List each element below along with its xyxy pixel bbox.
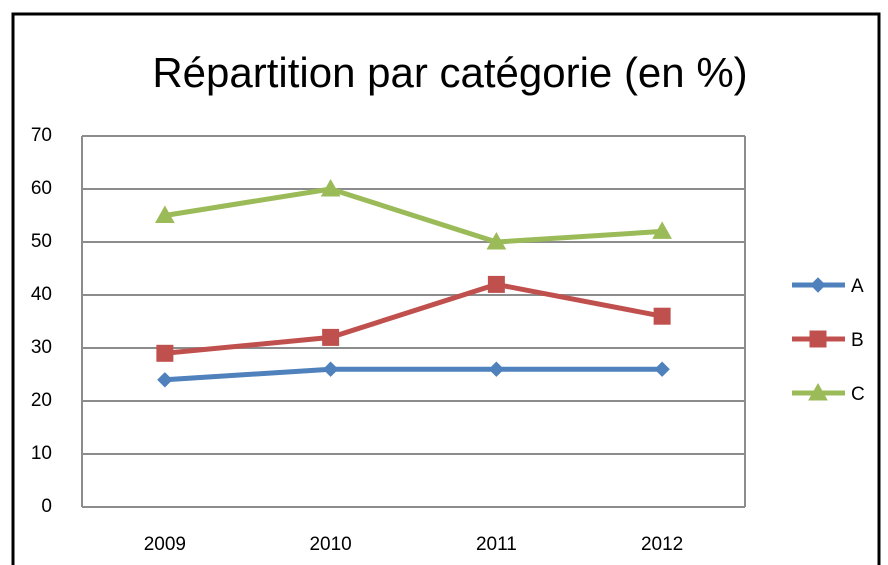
data-point [157,372,173,388]
legend-marker [809,330,827,348]
data-point [156,344,174,362]
x-tick-label: 2009 [144,534,186,555]
chart-frame [11,12,881,565]
y-tick-label: 10 [31,443,52,464]
data-point [488,361,505,377]
legend-label: C [851,384,865,405]
data-point [652,221,672,239]
y-tick-label: 70 [31,125,52,146]
legend-marker [810,277,826,293]
data-point [320,178,341,197]
x-tick-label: 2012 [641,534,683,555]
series-line [164,366,663,383]
legend-label: B [851,330,864,351]
legend-marker [808,382,828,401]
series-line [164,281,663,356]
y-tick-label: 20 [31,390,52,411]
x-tick-label: 2011 [476,534,517,555]
data-point [322,361,339,377]
y-tick-label: 40 [31,284,52,305]
chart-title: Répartition par catégorie (en %) [152,49,747,96]
data-point [155,205,175,223]
x-tick-label: 2010 [309,534,351,555]
y-tick-label: 50 [31,231,52,252]
y-tick-label: 30 [31,337,52,358]
series-line [164,186,663,245]
data-point [322,328,340,346]
legend-label: A [851,276,864,297]
data-point [487,275,505,293]
data-point [486,231,507,250]
data-point [653,307,671,325]
y-tick-label: 0 [41,496,52,517]
y-tick-label: 60 [31,178,52,199]
data-point [654,361,670,377]
